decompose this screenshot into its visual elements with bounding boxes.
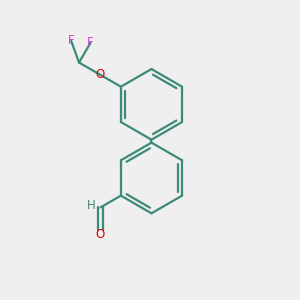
Text: O: O <box>96 228 105 241</box>
Text: O: O <box>95 68 105 81</box>
Text: F: F <box>68 34 74 47</box>
Text: H: H <box>87 200 95 212</box>
Text: F: F <box>87 36 94 49</box>
